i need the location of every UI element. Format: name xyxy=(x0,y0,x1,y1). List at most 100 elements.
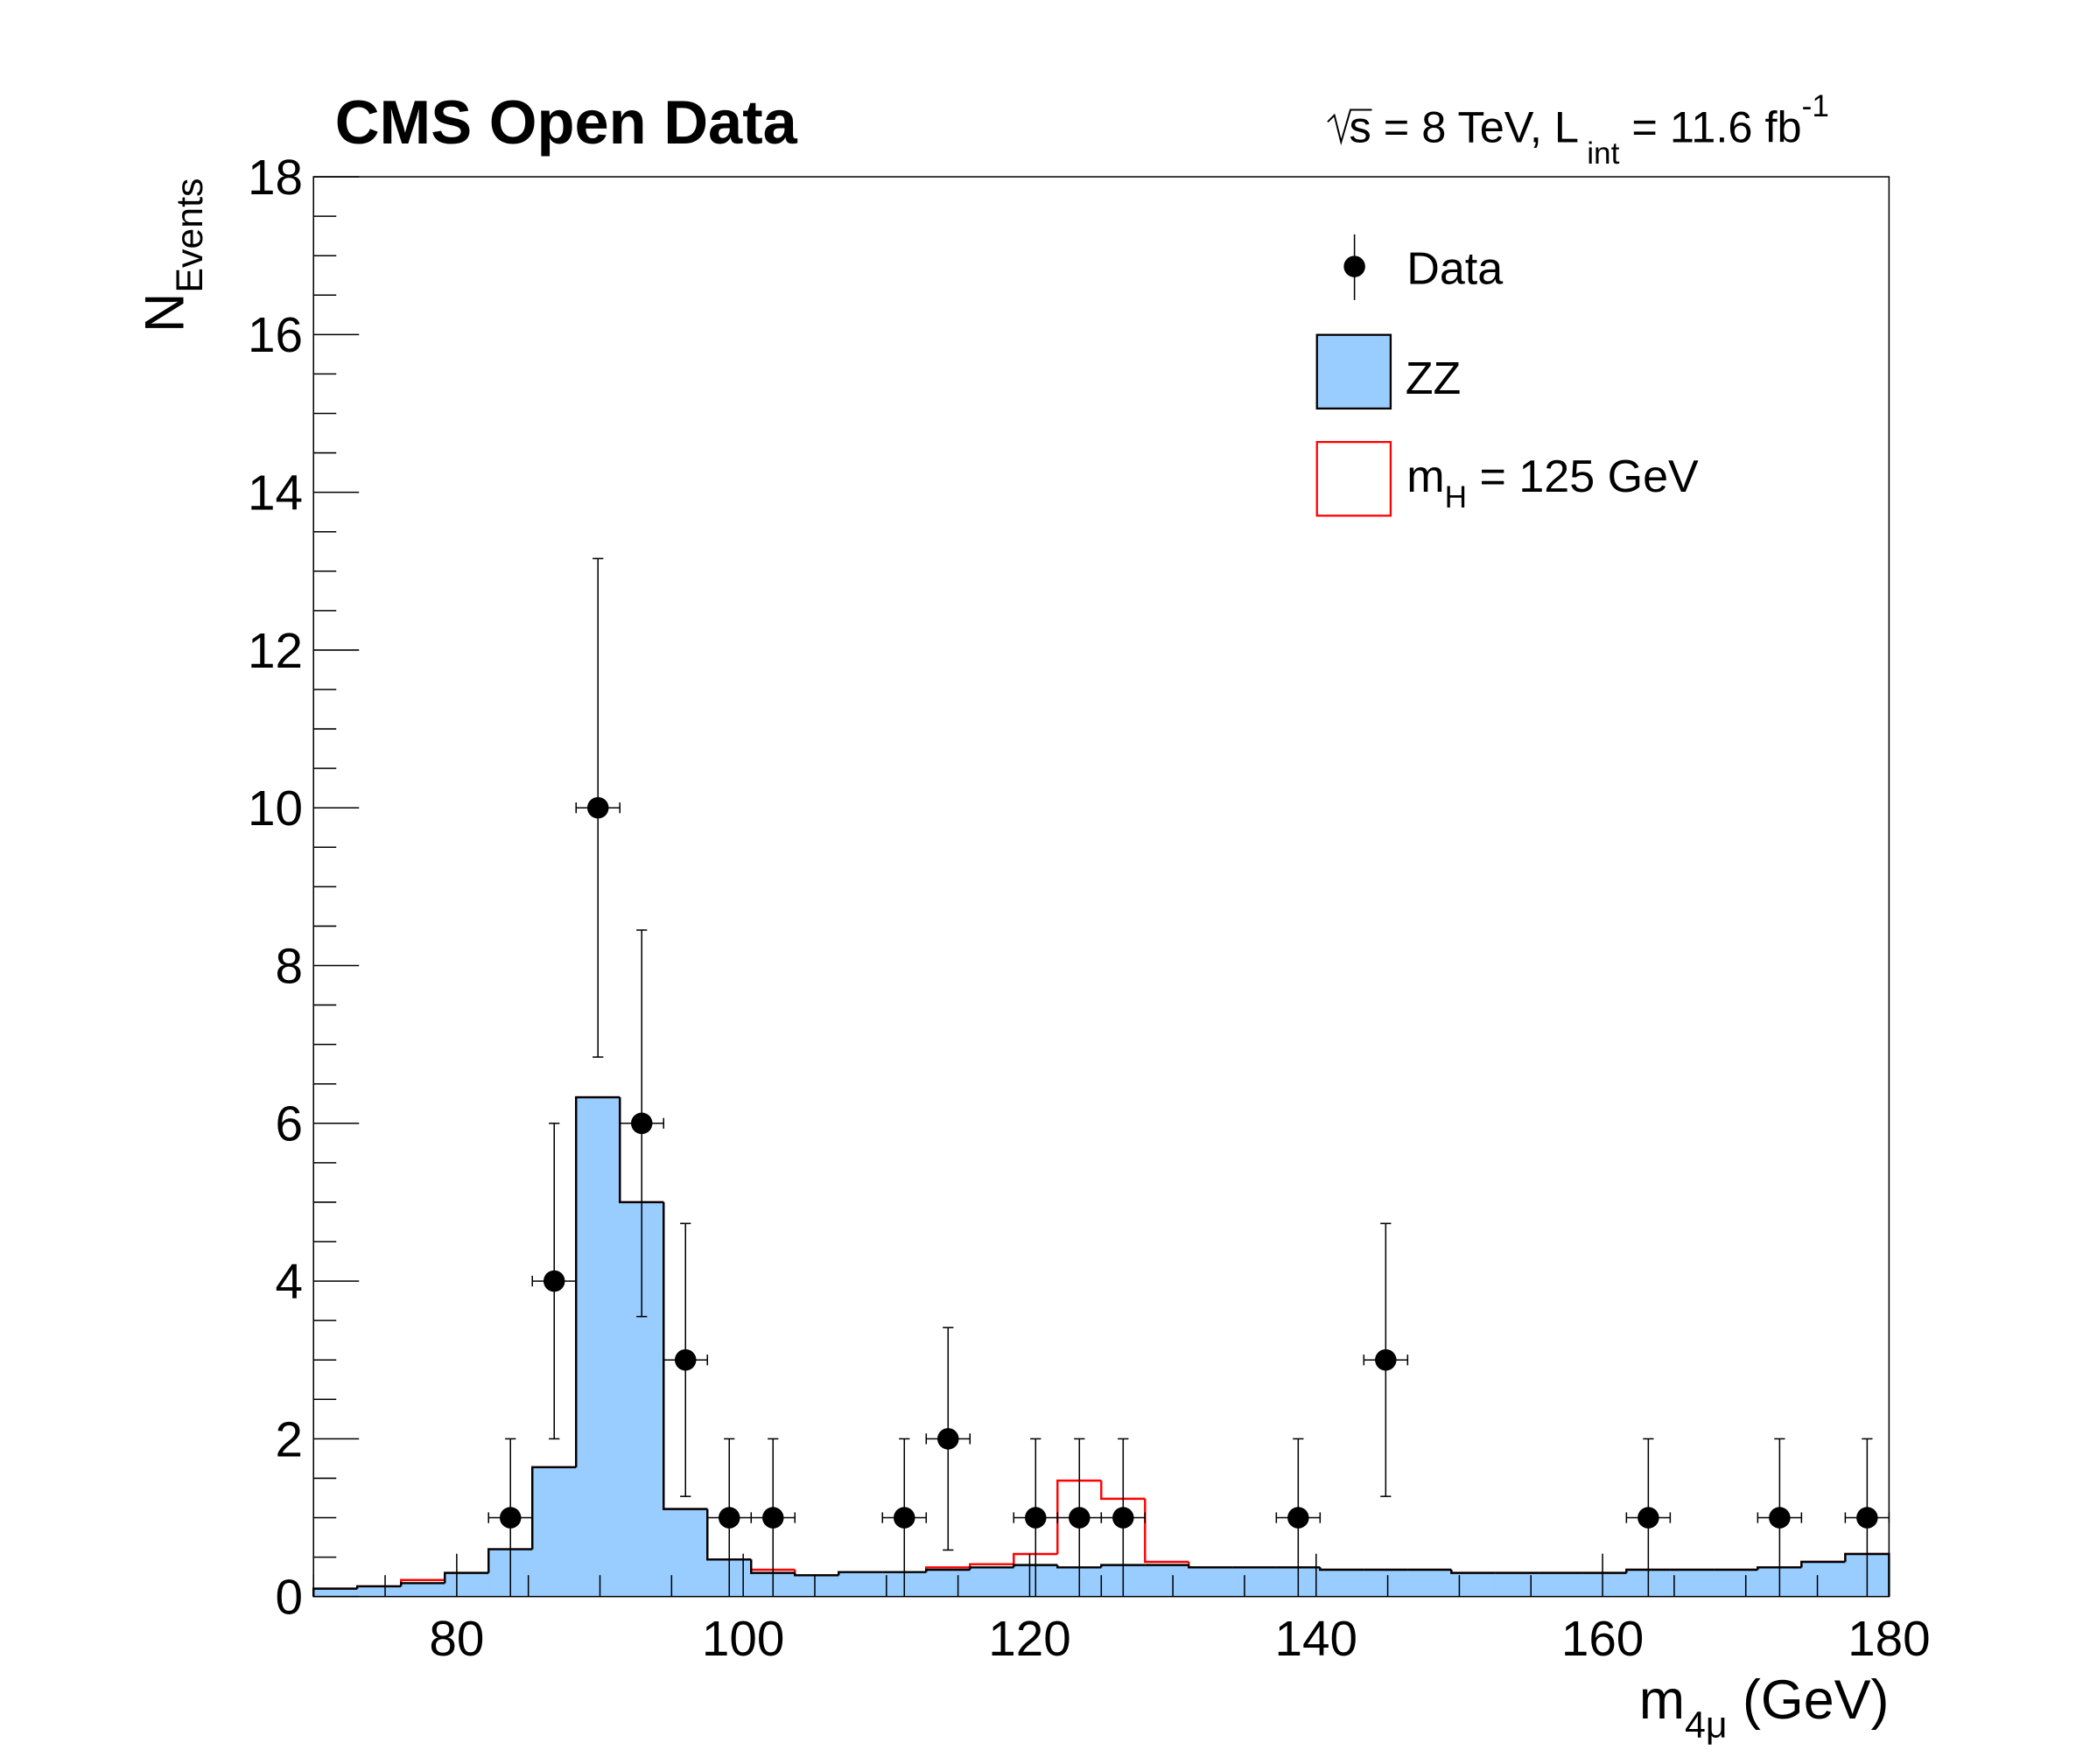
x-axis-label-main: m xyxy=(1639,1670,1685,1731)
data-point xyxy=(586,796,609,819)
y-tick-label: 6 xyxy=(275,1097,303,1152)
zz-bar xyxy=(401,1583,445,1597)
zz-bar xyxy=(1451,1572,1496,1597)
data-point xyxy=(719,1507,740,1529)
data-point xyxy=(1856,1507,1878,1529)
higgs-bin xyxy=(1013,1552,1058,1564)
zz-bar xyxy=(532,1466,577,1597)
data-point xyxy=(894,1507,915,1529)
legend-zz-swatch xyxy=(1315,333,1392,410)
zz-outline xyxy=(663,1201,708,1510)
data-point xyxy=(499,1507,522,1529)
zz-outline xyxy=(1100,1564,1146,1568)
data-point xyxy=(1375,1348,1397,1371)
lumi-label: s = 8 TeV, Lint = 11.6 fb-1 xyxy=(1327,89,1829,171)
x-tick-label: 100 xyxy=(702,1612,784,1667)
zz-outline xyxy=(1319,1567,1364,1572)
legend-higgs-sub: H xyxy=(1445,480,1467,514)
zz-bar xyxy=(445,1572,489,1597)
zz-bar xyxy=(1232,1567,1277,1597)
zz-outline xyxy=(1450,1570,1496,1574)
data-point xyxy=(675,1348,697,1371)
zz-bar xyxy=(1145,1564,1189,1597)
svg-text:s = 8 TeV, Lint = 11.6 fb-1: s = 8 TeV, Lint = 11.6 fb-1 xyxy=(1349,89,1828,171)
legend-item-data: Data xyxy=(1343,234,1503,300)
higgs-bin xyxy=(1144,1498,1189,1564)
data-point xyxy=(1287,1507,1309,1529)
zz-bar xyxy=(1670,1570,1715,1597)
x-tick-label: 140 xyxy=(1275,1612,1357,1667)
x-tick-label: 80 xyxy=(429,1612,484,1667)
y-tick-label: 4 xyxy=(275,1255,303,1310)
data-point xyxy=(937,1428,959,1450)
zz-bar xyxy=(970,1567,1014,1597)
zz-outline xyxy=(399,1582,445,1586)
zz-outline xyxy=(443,1572,489,1584)
x-axis-label-unit: (GeV) xyxy=(1728,1670,1890,1731)
zz-bar xyxy=(357,1586,402,1597)
zz-bar xyxy=(926,1570,971,1597)
zz-bar xyxy=(576,1097,621,1597)
legend: Data ZZ mH = 125 GeV xyxy=(1315,234,1699,517)
y-axis-label-sub: Events xyxy=(169,178,211,293)
lumi-energy: = 8 TeV, L xyxy=(1371,102,1579,151)
zz-bar xyxy=(838,1572,883,1597)
zz-bar xyxy=(1582,1572,1627,1597)
zz-outline xyxy=(838,1571,883,1576)
x-axis-label-sub: 4μ xyxy=(1685,1704,1728,1746)
zz-bar xyxy=(795,1575,839,1597)
zz-outline xyxy=(355,1585,402,1589)
x-tick-label: 120 xyxy=(988,1612,1070,1667)
zz-outline xyxy=(575,1096,621,1467)
legend-data-label: Data xyxy=(1406,244,1503,295)
zz-outline xyxy=(1013,1564,1058,1568)
sqrt-symbol xyxy=(1327,108,1372,146)
data-point xyxy=(762,1507,784,1529)
y-tick-label: 10 xyxy=(248,781,303,836)
lumi-sub: int xyxy=(1587,136,1619,171)
y-tick-label: 12 xyxy=(248,624,303,679)
zz-bar xyxy=(1189,1567,1233,1597)
data-point xyxy=(1069,1507,1091,1529)
zz-outline xyxy=(487,1548,533,1573)
data-point xyxy=(1638,1507,1659,1529)
zz-outline xyxy=(619,1097,664,1204)
lumi-sup: -1 xyxy=(1802,89,1829,123)
y-tick-label: 2 xyxy=(275,1412,303,1467)
y-tick-label: 18 xyxy=(248,150,303,206)
zz-bar xyxy=(1364,1570,1408,1597)
data-point xyxy=(630,1112,653,1135)
higgs-bin xyxy=(1056,1479,1102,1554)
zz-outline xyxy=(1757,1566,1802,1571)
legend-higgs-m: m xyxy=(1406,452,1444,502)
legend-higgs-rest: = 125 GeV xyxy=(1467,452,1699,502)
zz-bar xyxy=(1495,1572,1539,1597)
plot-area: 80 100 120 140 160 180 0 2 4 6 8 10 12 14 16 18 xyxy=(248,150,1931,1667)
zz-outline xyxy=(1625,1568,1671,1573)
zz-outline xyxy=(1056,1564,1102,1569)
x-tick-label: 160 xyxy=(1561,1612,1644,1667)
zz-bar xyxy=(1801,1561,1846,1597)
y-tick-label: 14 xyxy=(248,466,303,522)
data-point xyxy=(1112,1507,1134,1529)
legend-zz-label: ZZ xyxy=(1406,354,1462,404)
plot-frame xyxy=(312,176,1890,1598)
zz-bar xyxy=(663,1508,708,1597)
zz-outline xyxy=(794,1572,839,1577)
lumi-sqrt-s: s xyxy=(1349,102,1371,151)
legend-data-marker xyxy=(1343,256,1365,277)
x-axis-label: m4μ (GeV) xyxy=(1639,1670,1890,1746)
zz-bar xyxy=(313,1588,358,1597)
legend-item-zz: ZZ xyxy=(1315,333,1462,410)
zz-outline xyxy=(1800,1560,1846,1568)
lumi-value: = 11.6 fb xyxy=(1619,102,1801,151)
zz-outline xyxy=(750,1559,796,1574)
data-point xyxy=(1025,1507,1047,1529)
legend-higgs-swatch xyxy=(1315,440,1392,517)
svg-text:mH = 125 GeV: mH = 125 GeV xyxy=(1406,452,1699,514)
zz-outline xyxy=(1188,1564,1233,1569)
zz-bar xyxy=(1407,1570,1452,1597)
x-tick-label: 180 xyxy=(1848,1612,1930,1667)
y-axis-label-main: N xyxy=(135,293,196,332)
